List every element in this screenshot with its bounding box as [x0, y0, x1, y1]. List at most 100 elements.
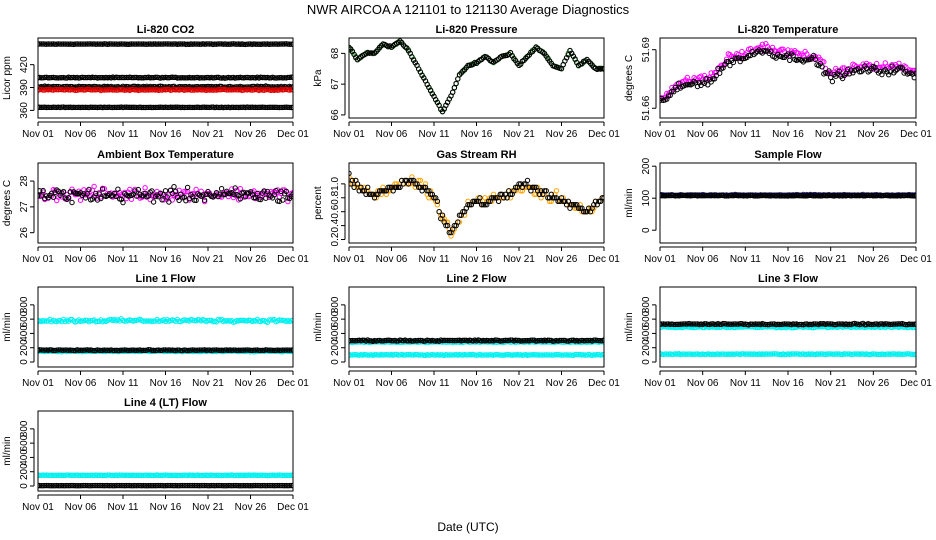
data-point: [113, 41, 119, 47]
data-point: [196, 104, 203, 111]
data-point: [142, 318, 148, 324]
data-point: [130, 483, 136, 489]
data-point: [275, 482, 281, 489]
data-point: [710, 76, 716, 82]
data-point: [258, 483, 264, 489]
data-point: [116, 74, 123, 81]
data-point: [167, 472, 174, 478]
series-level-2: [38, 74, 293, 81]
data-point: [416, 184, 422, 191]
data-point: [69, 199, 75, 206]
data-point: [242, 472, 249, 478]
data-point: [747, 192, 754, 199]
data-point: [276, 104, 283, 111]
data-point: [251, 195, 257, 201]
data-point: [735, 193, 742, 199]
data-point: [829, 351, 836, 357]
data-point: [137, 41, 143, 47]
data-point: [166, 472, 172, 479]
data-point: [821, 351, 827, 357]
data-point: [94, 472, 101, 478]
data-point: [263, 104, 269, 111]
data-point: [785, 321, 791, 327]
data-point: [120, 199, 126, 206]
data-point: [543, 188, 549, 194]
data-point: [268, 317, 274, 323]
data-point: [200, 75, 206, 81]
data-point: [244, 482, 250, 489]
data-point: [889, 193, 895, 199]
data-point: [268, 482, 274, 489]
data-point: [436, 209, 442, 215]
data-point: [373, 191, 379, 198]
data-point: [831, 321, 837, 328]
data-point: [802, 193, 808, 199]
x-axis: Nov 01 Nov 06 Nov 11 Nov 16 Nov 21 Nov 26 Dec …: [644, 121, 932, 140]
data-point: [128, 472, 135, 478]
data-point: [193, 41, 199, 47]
data-point: [254, 41, 260, 47]
data-point: [72, 190, 79, 197]
data-point: [778, 193, 784, 199]
data-point: [140, 347, 147, 353]
data-point: [730, 321, 737, 327]
data-point: [149, 472, 155, 479]
data-point: [560, 337, 566, 344]
data-point: [562, 352, 568, 358]
data-point: [48, 41, 55, 47]
data-point: [286, 41, 293, 47]
data-point: [38, 87, 41, 93]
data-point: [76, 87, 82, 93]
data-point: [239, 104, 245, 111]
data-point: [157, 482, 164, 489]
data-point: [359, 337, 366, 343]
data-point: [122, 41, 128, 47]
data-point: [450, 89, 456, 96]
data-point: [62, 75, 68, 81]
data-point: [79, 347, 85, 353]
data-point: [52, 104, 58, 111]
data-point: [234, 482, 240, 489]
data-point: [382, 188, 388, 194]
data-point: [82, 104, 89, 111]
data-point: [86, 483, 92, 489]
data-point: [254, 104, 260, 111]
x-tick-label: Nov 21: [503, 378, 535, 389]
data-point: [727, 192, 733, 199]
data-point: [395, 184, 401, 191]
data-point: [417, 337, 424, 344]
data-point: [81, 347, 87, 353]
data-point: [278, 188, 284, 195]
data-point: [60, 483, 67, 489]
data-point: [42, 318, 48, 324]
series-l1-cyan-high: [38, 316, 293, 325]
data-point: [478, 352, 485, 358]
x-tick-label: Nov 01: [644, 129, 676, 140]
data-point: [139, 347, 145, 354]
y-axis: 51.66 51.69: [641, 37, 657, 121]
data-point: [441, 337, 447, 343]
data-point: [850, 192, 856, 199]
data-point: [40, 483, 46, 489]
data-point: [363, 191, 369, 198]
data-point: [99, 87, 106, 93]
data-point: [269, 482, 276, 489]
series-temp-black: [660, 47, 916, 104]
data-point: [57, 41, 63, 47]
data-point: [705, 321, 711, 327]
data-point: [150, 482, 157, 489]
data-point: [444, 337, 451, 344]
data-point: [732, 192, 738, 199]
data-point: [213, 74, 220, 81]
data-point: [178, 482, 184, 489]
data-point: [130, 74, 136, 81]
data-point: [60, 41, 67, 47]
x-tick-label: Nov 16: [150, 254, 182, 265]
data-point: [176, 197, 182, 204]
data-point: [135, 186, 142, 193]
data-point: [254, 482, 260, 489]
data-point: [882, 192, 888, 199]
data-point: [98, 195, 104, 202]
data-point: [689, 192, 696, 199]
x-tick-label: Nov 01: [644, 254, 676, 265]
